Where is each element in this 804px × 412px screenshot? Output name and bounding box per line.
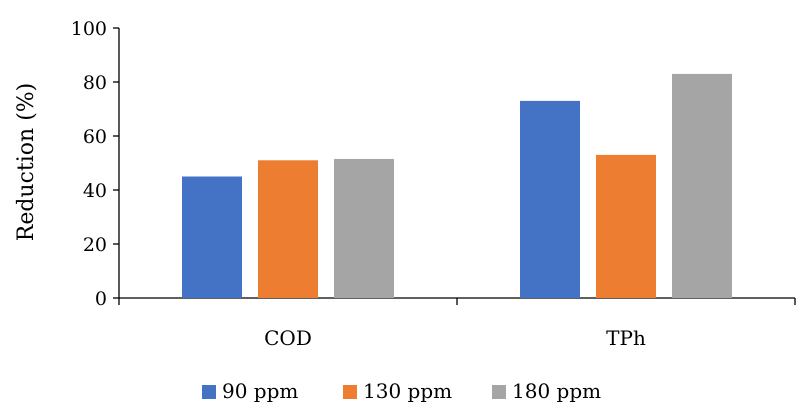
legend-label: 180 ppm [512,379,601,403]
y-tick-label: 80 [83,72,107,94]
x-category-label: COD [264,326,312,350]
legend-swatch [492,385,506,399]
bar-tph-series-1 [520,100,580,299]
legend-label: 90 ppm [222,379,298,403]
bars [182,73,732,299]
y-tick-label: 0 [95,288,107,310]
bar-cod-series-1 [182,176,242,298]
bar-tph-series-2 [596,154,656,298]
y-tick-label: 40 [83,180,107,202]
legend: 90 ppm 130 ppm 180 ppm [202,379,601,403]
y-tick-label: 20 [83,234,107,256]
legend-swatch [202,385,216,399]
bar-cod-series-3 [334,158,394,298]
x-category-label: TPh [606,326,646,350]
bar-cod-series-2 [258,160,318,298]
bar-tph-series-3 [672,73,732,299]
y-axis: 0 20 40 60 80 100 [71,18,120,310]
y-axis-label: Reduction (%) [14,83,39,242]
category-labels: COD TPh [264,326,646,350]
x-axis [118,297,796,305]
legend-label: 130 ppm [363,379,452,403]
y-tick-label: 100 [71,18,107,40]
y-tick-label: 60 [83,126,107,148]
legend-swatch [343,385,357,399]
